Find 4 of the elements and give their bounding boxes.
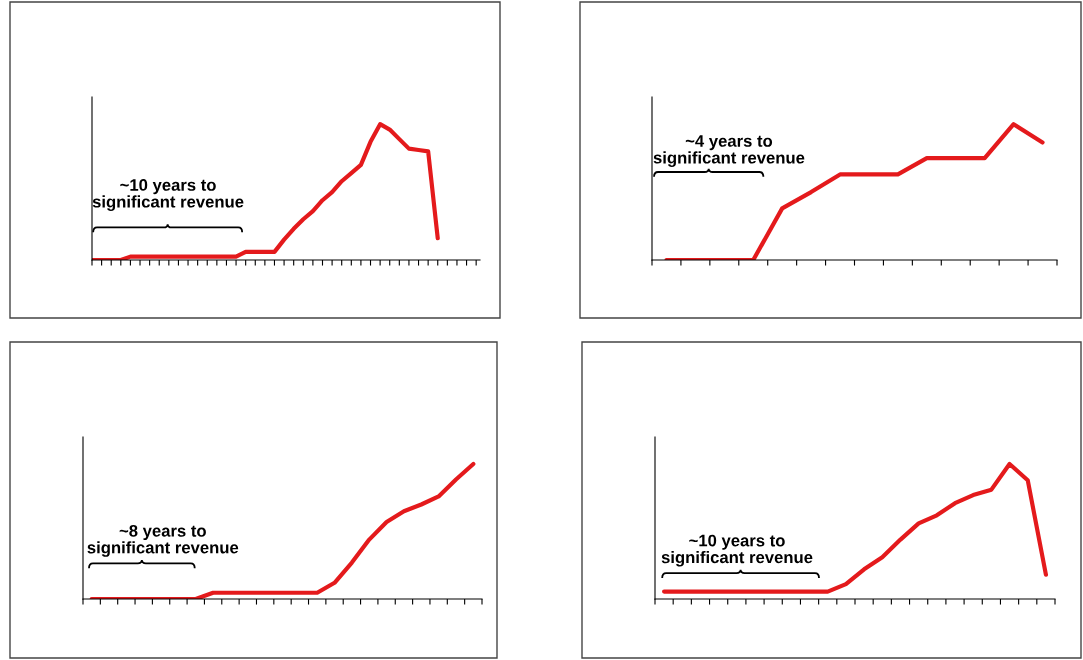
annotation: ~4 years to significant revenue	[653, 135, 805, 167]
annotation: ~10 years to significant revenue	[92, 179, 244, 211]
annotation: ~8 years to significant revenue	[87, 524, 239, 557]
annotation: ~10 years to significant revenue	[661, 534, 813, 567]
